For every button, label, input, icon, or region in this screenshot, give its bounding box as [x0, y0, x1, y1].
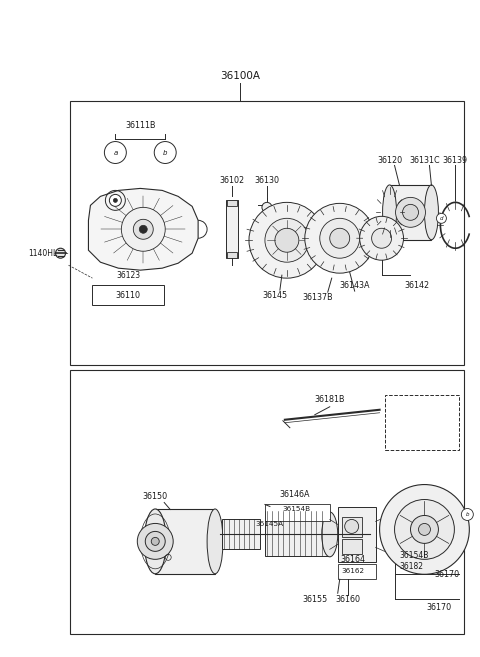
Text: 36170: 36170: [427, 602, 452, 612]
Ellipse shape: [383, 185, 396, 240]
Text: 36154B: 36154B: [283, 507, 311, 512]
Bar: [265, 505, 330, 522]
Bar: [338, 507, 376, 562]
Circle shape: [104, 141, 126, 164]
Ellipse shape: [424, 185, 438, 240]
Circle shape: [419, 524, 431, 535]
Text: 36131C: 36131C: [409, 156, 440, 165]
Circle shape: [262, 202, 272, 212]
Text: 36164: 36164: [340, 555, 365, 564]
Circle shape: [139, 225, 147, 233]
Bar: [390, 185, 432, 240]
Text: 36100A: 36100A: [220, 71, 260, 81]
Bar: [226, 200, 238, 258]
Circle shape: [345, 520, 359, 533]
Text: a: a: [113, 150, 118, 156]
Bar: [384, 395, 459, 449]
Circle shape: [305, 204, 374, 273]
Ellipse shape: [207, 509, 223, 574]
Bar: [71, 370, 464, 634]
Circle shape: [360, 216, 404, 260]
Text: 36160: 36160: [335, 595, 360, 604]
Bar: [342, 518, 361, 537]
Circle shape: [113, 198, 117, 202]
Circle shape: [330, 228, 350, 248]
Bar: [265, 511, 330, 556]
Text: d: d: [440, 215, 443, 221]
Text: 36181B: 36181B: [314, 396, 345, 404]
Text: 36137B: 36137B: [302, 292, 333, 302]
Circle shape: [396, 197, 425, 227]
Circle shape: [372, 228, 392, 248]
Text: 36142: 36142: [405, 281, 430, 290]
Ellipse shape: [322, 512, 338, 557]
Circle shape: [154, 141, 176, 164]
Circle shape: [109, 194, 121, 206]
Bar: [227, 200, 237, 206]
Circle shape: [461, 509, 473, 520]
Circle shape: [151, 537, 159, 545]
Bar: [342, 539, 361, 555]
Circle shape: [436, 214, 446, 223]
Text: b: b: [466, 512, 469, 517]
Bar: [93, 285, 164, 305]
Circle shape: [121, 208, 165, 251]
Bar: [155, 509, 215, 574]
Text: 36154B: 36154B: [399, 551, 429, 560]
Text: 36102: 36102: [219, 176, 245, 185]
Text: 36139: 36139: [443, 156, 468, 165]
Text: 36110: 36110: [116, 290, 141, 300]
Text: 36111B: 36111B: [125, 121, 156, 130]
Bar: [227, 252, 237, 258]
Circle shape: [56, 248, 65, 258]
Text: 36143A: 36143A: [339, 281, 370, 290]
Circle shape: [410, 516, 438, 543]
PathPatch shape: [88, 189, 198, 270]
Circle shape: [249, 202, 325, 278]
Text: 36145A: 36145A: [256, 522, 284, 528]
Text: 36120: 36120: [377, 156, 402, 165]
Text: 36150: 36150: [143, 492, 168, 501]
Text: 36162: 36162: [341, 568, 364, 574]
Text: 36145: 36145: [263, 290, 288, 300]
Text: 36170: 36170: [434, 570, 459, 579]
Text: 36155: 36155: [302, 595, 327, 604]
Ellipse shape: [144, 509, 166, 574]
Text: b: b: [163, 150, 168, 156]
Circle shape: [137, 524, 173, 559]
Circle shape: [145, 532, 165, 551]
Bar: [338, 564, 376, 579]
Text: 1140HL: 1140HL: [29, 249, 58, 258]
Text: 36146A: 36146A: [279, 490, 310, 499]
Bar: [71, 101, 464, 365]
Text: 36130: 36130: [254, 176, 279, 185]
Circle shape: [275, 228, 299, 252]
Circle shape: [133, 219, 153, 239]
Text: 36123: 36123: [116, 271, 140, 280]
Circle shape: [395, 499, 455, 559]
Circle shape: [403, 204, 419, 220]
Bar: [222, 520, 260, 549]
Circle shape: [380, 485, 469, 574]
Circle shape: [320, 218, 360, 258]
Text: 36182: 36182: [399, 562, 423, 571]
Circle shape: [265, 218, 309, 262]
